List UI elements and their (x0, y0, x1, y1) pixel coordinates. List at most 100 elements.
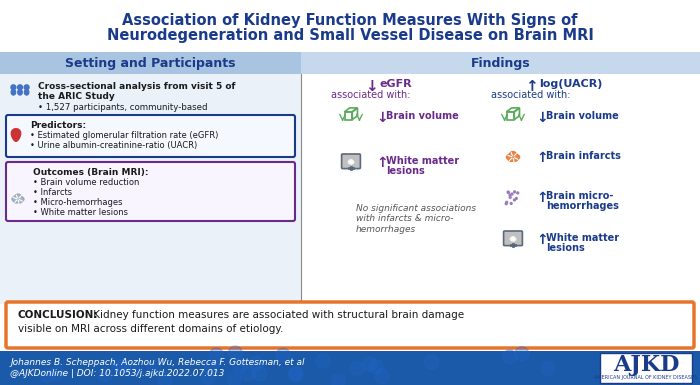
Circle shape (505, 203, 507, 205)
Text: • Infarcts: • Infarcts (33, 188, 72, 197)
Text: the ARIC Study: the ARIC Study (38, 92, 115, 101)
Circle shape (508, 191, 509, 193)
Text: log(UACR): log(UACR) (539, 79, 603, 89)
Circle shape (514, 191, 515, 193)
Text: associated with:: associated with: (491, 90, 570, 100)
Text: ↓: ↓ (376, 111, 388, 125)
Text: Brain infarcts: Brain infarcts (546, 151, 621, 161)
FancyBboxPatch shape (6, 162, 295, 221)
Circle shape (515, 198, 517, 199)
Text: Brain micro-: Brain micro- (546, 191, 613, 201)
Text: ↓: ↓ (365, 79, 377, 94)
Circle shape (509, 194, 511, 196)
Circle shape (289, 366, 303, 380)
Circle shape (204, 360, 218, 374)
Circle shape (276, 348, 290, 362)
Text: Brain volume: Brain volume (546, 111, 619, 121)
Text: Kidney function measures are associated with structural brain damage: Kidney function measures are associated … (90, 310, 464, 320)
Polygon shape (506, 152, 519, 161)
Circle shape (503, 350, 517, 364)
Text: White matter: White matter (386, 156, 459, 166)
Text: White matter: White matter (546, 233, 619, 243)
Text: Setting and Participants: Setting and Participants (65, 57, 236, 70)
Circle shape (508, 192, 510, 193)
Circle shape (511, 193, 513, 195)
Text: @AJKDonline | DOI: 10.1053/j.ajkd.2022.07.013: @AJKDonline | DOI: 10.1053/j.ajkd.2022.0… (10, 369, 225, 378)
Text: Brain volume: Brain volume (386, 111, 458, 121)
Text: Johannes B. Scheppach, Aozhou Wu, Rebecca F. Gottesman, et al: Johannes B. Scheppach, Aozhou Wu, Rebecc… (10, 358, 304, 367)
Circle shape (209, 348, 223, 362)
Circle shape (510, 196, 511, 198)
Text: • Estimated glomerular filtration rate (eGFR): • Estimated glomerular filtration rate (… (30, 131, 218, 140)
Circle shape (228, 346, 242, 360)
FancyBboxPatch shape (6, 115, 295, 157)
Circle shape (98, 368, 112, 382)
Text: No significant associations
with infarcts & micro-
hemorrhages: No significant associations with infarct… (356, 204, 476, 234)
Text: Findings: Findings (470, 57, 531, 70)
Circle shape (25, 85, 29, 90)
Text: Outcomes (Brain MRI):: Outcomes (Brain MRI): (33, 168, 148, 177)
Circle shape (41, 368, 55, 383)
Text: Neurodegeneration and Small Vessel Disease on Brain MRI: Neurodegeneration and Small Vessel Disea… (106, 28, 594, 43)
Polygon shape (11, 129, 21, 141)
Text: • 1,527 participants, community-based: • 1,527 participants, community-based (38, 103, 207, 112)
Text: Cross-sectional analysis from visit 5 of: Cross-sectional analysis from visit 5 of (38, 82, 235, 91)
Circle shape (147, 360, 161, 375)
Text: • Urine albumin-creatinine-ratio (UACR): • Urine albumin-creatinine-ratio (UACR) (30, 141, 197, 150)
FancyBboxPatch shape (0, 74, 301, 304)
Circle shape (241, 367, 255, 381)
Text: lesions: lesions (386, 166, 425, 176)
Circle shape (375, 369, 389, 383)
Text: ↑: ↑ (536, 151, 547, 165)
Text: ↑: ↑ (524, 79, 538, 94)
Polygon shape (12, 194, 24, 203)
Circle shape (331, 373, 345, 385)
Text: • Brain volume reduction: • Brain volume reduction (33, 178, 139, 187)
Text: visible on MRI across different domains of etiology.: visible on MRI across different domains … (18, 324, 284, 334)
FancyBboxPatch shape (600, 353, 692, 383)
Circle shape (514, 347, 528, 361)
Circle shape (201, 370, 215, 384)
Ellipse shape (25, 89, 29, 95)
FancyBboxPatch shape (503, 231, 522, 246)
FancyBboxPatch shape (301, 52, 700, 74)
Text: associated with:: associated with: (331, 90, 411, 100)
Ellipse shape (18, 89, 22, 95)
FancyBboxPatch shape (0, 52, 301, 74)
Circle shape (506, 201, 507, 203)
Circle shape (112, 360, 126, 374)
Circle shape (363, 357, 377, 371)
Circle shape (228, 372, 241, 385)
Text: Predictors:: Predictors: (30, 121, 86, 130)
Text: ↓: ↓ (536, 111, 547, 125)
FancyBboxPatch shape (6, 302, 694, 348)
Circle shape (514, 199, 515, 201)
Circle shape (249, 356, 263, 370)
Circle shape (370, 360, 384, 373)
FancyBboxPatch shape (0, 351, 700, 385)
Text: ↑: ↑ (376, 156, 388, 170)
Circle shape (158, 372, 172, 385)
Circle shape (116, 359, 130, 373)
Circle shape (253, 367, 267, 381)
FancyBboxPatch shape (342, 154, 360, 169)
Circle shape (541, 362, 555, 376)
Circle shape (126, 362, 140, 376)
Text: hemorrhages: hemorrhages (546, 201, 619, 211)
Polygon shape (348, 160, 354, 164)
Circle shape (350, 361, 364, 375)
Circle shape (18, 85, 22, 90)
Text: CONCLUSION:: CONCLUSION: (18, 310, 99, 320)
Text: • White matter lesions: • White matter lesions (33, 208, 128, 217)
Text: • Micro-hemorrhages: • Micro-hemorrhages (33, 198, 122, 207)
Circle shape (425, 355, 439, 369)
Ellipse shape (11, 89, 15, 95)
Text: AMERICAN JOURNAL OF KIDNEY DISEASES: AMERICAN JOURNAL OF KIDNEY DISEASES (594, 375, 698, 380)
Circle shape (316, 354, 330, 368)
Text: eGFR: eGFR (379, 79, 412, 89)
Text: lesions: lesions (546, 243, 584, 253)
Circle shape (510, 203, 512, 204)
Polygon shape (510, 237, 516, 241)
Text: Association of Kidney Function Measures With Signs of: Association of Kidney Function Measures … (122, 13, 577, 28)
FancyBboxPatch shape (0, 0, 700, 52)
